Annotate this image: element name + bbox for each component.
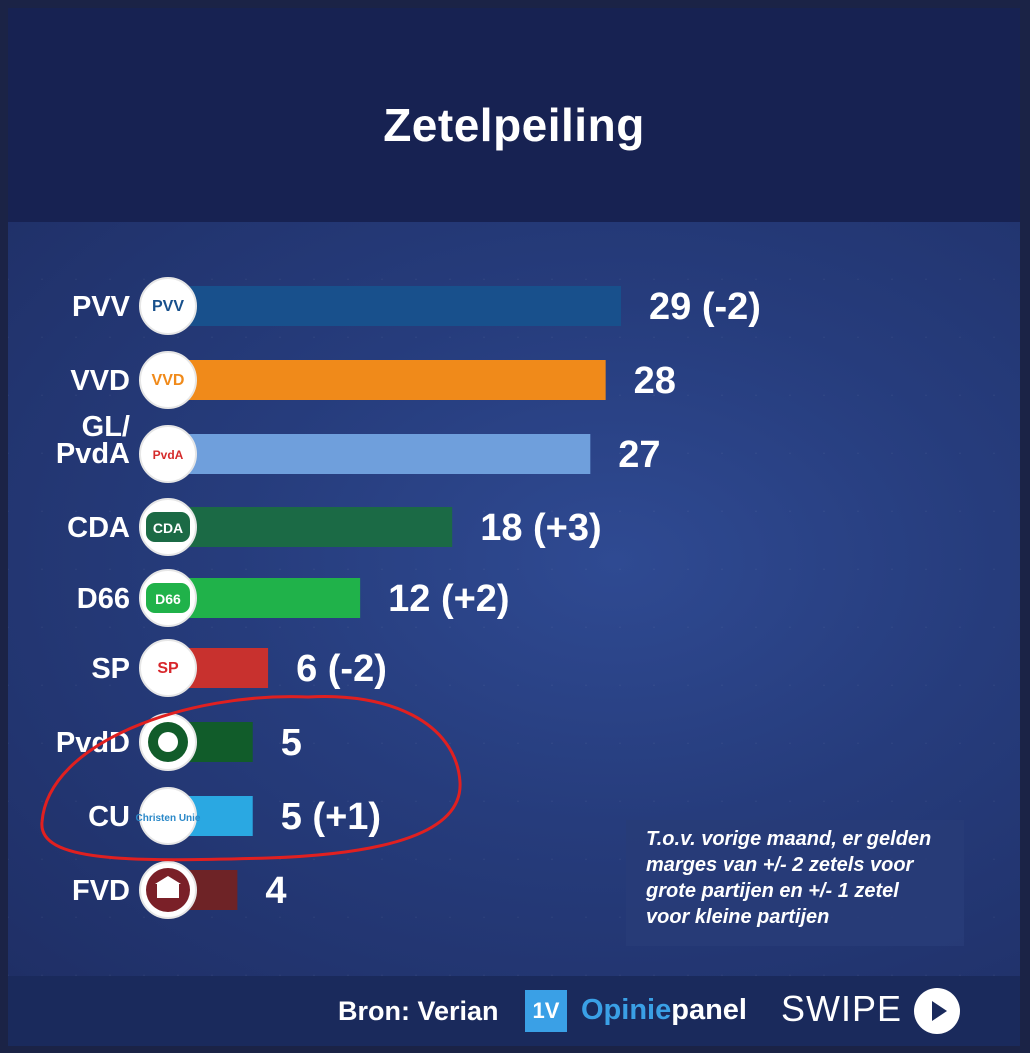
page-title: Zetelpeiling (383, 99, 645, 151)
pvv-logo: PVV (139, 277, 197, 335)
logo-mark (146, 583, 190, 613)
fvd-logo (139, 861, 197, 919)
d66-logo: D66 (139, 569, 197, 627)
value-label: 5 (281, 722, 302, 764)
seat-chart: PVV PVV 29 (-2) VVD VVD 28 PvdA GL/PvdA 27 CDA CDA… (40, 277, 761, 919)
pvdd-logo (139, 713, 197, 771)
party-label: CDA (67, 512, 130, 544)
header: Zetelpeiling (8, 8, 1020, 222)
logo-circle (139, 639, 197, 697)
note-line: T.o.v. vorige maand, er gelden (646, 828, 932, 850)
logo-text: PVV (152, 298, 184, 315)
logo-circle (139, 351, 197, 409)
logo-mark (146, 512, 190, 542)
vvd-logo: VVD (139, 351, 197, 409)
value-label: 6 (-2) (296, 648, 387, 690)
logo-text: D66 (155, 591, 181, 607)
bar (176, 507, 453, 547)
party-label: PVV (72, 291, 131, 323)
logo-text: VVD (152, 372, 185, 389)
brand-logo-box: 1V (525, 990, 567, 1032)
cu-logo: Christen Unie (135, 787, 201, 845)
brand-name-part1: Opinie (581, 994, 672, 1026)
note-line: marges van +/- 2 zetels voor (646, 854, 914, 876)
margin-note: T.o.v. vorige maand, er gelden marges va… (626, 820, 964, 946)
party-label: PvdD (56, 727, 130, 759)
infographic-frame: Zetelpeiling PVV PVV 29 (-2) VVD VVD 28 PvdA GL… (8, 8, 1020, 1046)
value-label: 5 (+1) (281, 796, 381, 838)
value-label: 29 (-2) (649, 286, 761, 328)
cda-logo: CDA (139, 498, 197, 556)
logo-mark (158, 732, 178, 752)
value-label: 4 (265, 870, 286, 912)
note-line: voor kleine partijen (646, 906, 830, 928)
logo-text: Christen Unie (135, 813, 200, 824)
logo-text: CDA (153, 520, 183, 536)
logo-text: SP (157, 660, 179, 677)
sp-logo: SP (139, 639, 197, 697)
party-label: GL/PvdA (56, 411, 130, 470)
brand-name-part2: panel (671, 994, 747, 1026)
bar (176, 360, 606, 400)
logo-text: PvdA (153, 448, 184, 462)
bar (176, 434, 591, 474)
annotation-circle (40, 694, 462, 862)
party-label: VVD (70, 365, 130, 397)
logo-mark (157, 884, 179, 898)
party-label: D66 (77, 583, 130, 615)
bar (176, 286, 621, 326)
bar (176, 578, 361, 618)
logo-circle (139, 425, 197, 483)
note-line: grote partijen en +/- 1 zetel (646, 880, 899, 902)
chart-panel (8, 222, 1020, 976)
value-label: 12 (+2) (388, 578, 509, 620)
value-label: 18 (+3) (480, 507, 601, 549)
source-label: Bron: Verian (338, 996, 499, 1026)
play-icon[interactable] (914, 988, 960, 1034)
value-label: 27 (618, 434, 660, 476)
party-label: CU (88, 801, 130, 833)
brand-name: Opiniepanel (581, 994, 747, 1027)
logo-circle (139, 277, 197, 335)
swipe-label[interactable]: SWIPE (781, 988, 903, 1029)
party-label: FVD (72, 875, 130, 907)
glpvda-logo: PvdA (139, 425, 197, 483)
footer: Bron: Verian 1V Opiniepanel SWIPE (8, 976, 1020, 1046)
logo-circle (139, 787, 197, 845)
value-label: 28 (634, 360, 676, 402)
logo-mark (155, 876, 181, 884)
party-label: SP (91, 653, 130, 685)
